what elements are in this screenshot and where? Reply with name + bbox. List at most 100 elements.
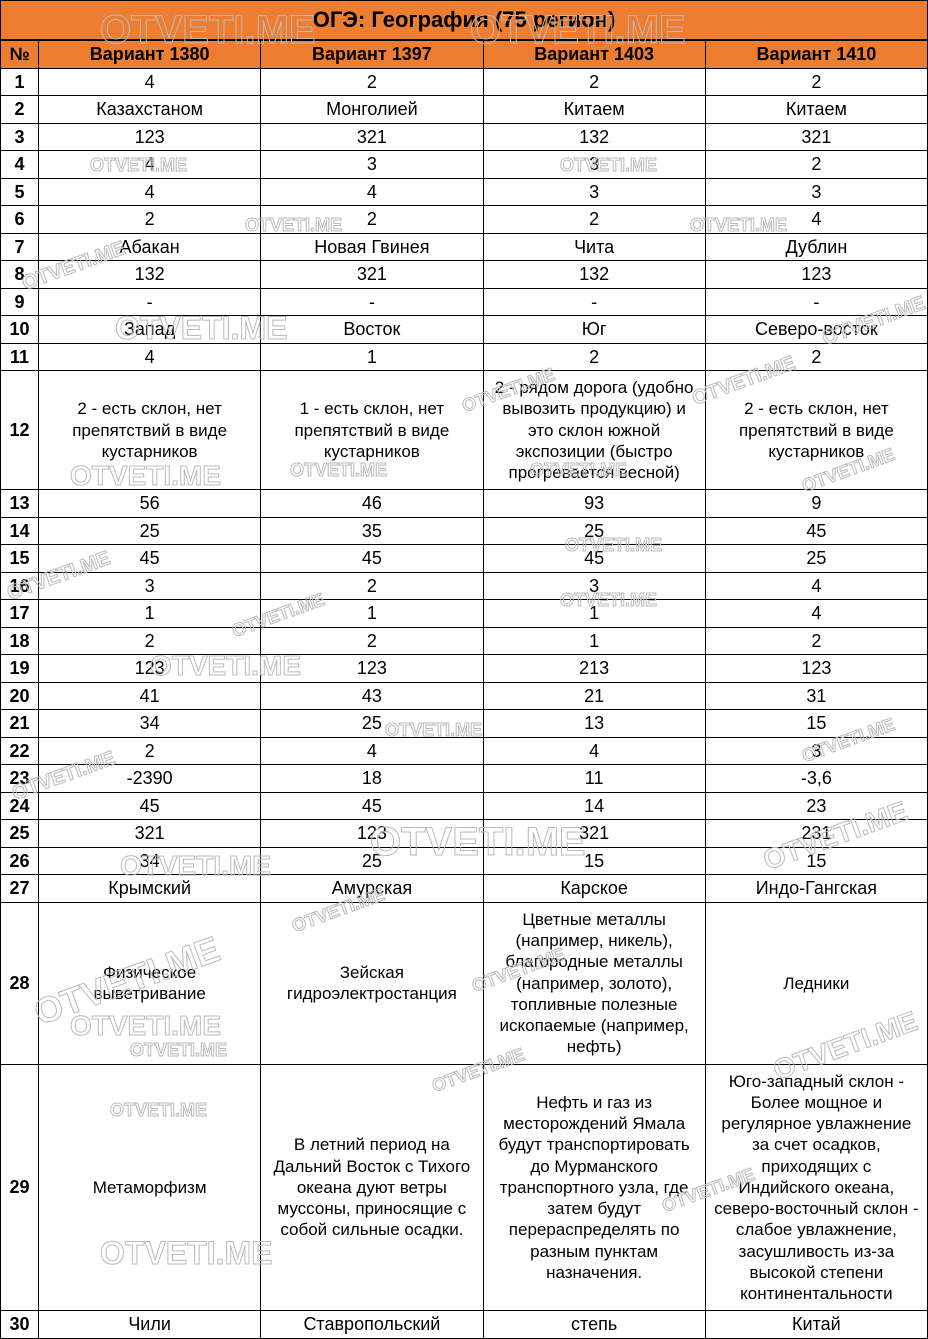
table-cell: 123 <box>705 261 927 289</box>
table-cell: 4 <box>705 600 927 628</box>
table-row: 2445451423 <box>1 792 928 820</box>
row-number: 1 <box>1 68 39 96</box>
table-cell: 3 <box>261 151 483 179</box>
table-cell: Казахстаном <box>39 96 261 124</box>
table-cell: Нефть и газ из месторождений Ямала будут… <box>483 1064 705 1311</box>
table-cell: 3 <box>483 151 705 179</box>
table-cell: 123 <box>261 820 483 848</box>
table-cell: В летний период на Дальний Восток с Тихо… <box>261 1064 483 1311</box>
table-cell: 132 <box>483 123 705 151</box>
row-number: 25 <box>1 820 39 848</box>
table-cell: 2 - есть склон, нет препятствий в виде к… <box>705 371 927 490</box>
table-row: 28Физическое выветриваниеЗейская гидроэл… <box>1 902 928 1064</box>
row-number: 29 <box>1 1064 39 1311</box>
table-row: 2КазахстаномМонголиейКитаемКитаем <box>1 96 928 124</box>
table-cell: 18 <box>261 765 483 793</box>
table-row: 182212 <box>1 627 928 655</box>
table-cell: Китай <box>705 1311 927 1339</box>
table-row: 2634251515 <box>1 847 928 875</box>
table-cell: 132 <box>39 261 261 289</box>
table-cell: Физическое выветривание <box>39 902 261 1064</box>
table-cell: 1 <box>261 600 483 628</box>
row-number: 22 <box>1 737 39 765</box>
table-cell: 2 <box>705 151 927 179</box>
col-header-number: № <box>1 41 39 69</box>
table-cell: 11 <box>483 765 705 793</box>
table-cell: 2 - рядом дорога (удобно вывозить продук… <box>483 371 705 490</box>
table-body: 142222КазахстаномМонголиейКитаемКитаем31… <box>1 68 928 1338</box>
row-number: 12 <box>1 371 39 490</box>
table-cell: 321 <box>705 123 927 151</box>
table-row: 62224 <box>1 206 928 234</box>
row-number: 24 <box>1 792 39 820</box>
table-cell: 123 <box>39 123 261 151</box>
table-cell: 1 <box>261 343 483 371</box>
table-cell: -2390 <box>39 765 261 793</box>
table-row: 222443 <box>1 737 928 765</box>
table-cell: 25 <box>261 710 483 738</box>
table-cell: 34 <box>39 847 261 875</box>
table-cell: 2 <box>483 68 705 96</box>
table-row: 54433 <box>1 178 928 206</box>
table-row: 25321123321231 <box>1 820 928 848</box>
table-row: 12 2 - есть склон, нет препятствий в виде… <box>1 371 928 490</box>
table-cell: 4 <box>39 151 261 179</box>
table-cell: 25 <box>39 517 261 545</box>
table-row: 2134251315 <box>1 710 928 738</box>
table-row: 135646939 <box>1 490 928 518</box>
row-number: 4 <box>1 151 39 179</box>
row-number: 27 <box>1 875 39 903</box>
table-cell: 45 <box>39 792 261 820</box>
table-cell: 2 <box>705 68 927 96</box>
row-number: 23 <box>1 765 39 793</box>
table-cell: 123 <box>705 655 927 683</box>
table-cell: 2 <box>483 343 705 371</box>
table-cell: Китаем <box>705 96 927 124</box>
table-cell: Юг <box>483 316 705 344</box>
table-cell: Цветные металлы (например, никель), благ… <box>483 902 705 1064</box>
table-cell: 2 <box>39 627 261 655</box>
table-cell: -3,6 <box>705 765 927 793</box>
table-row: 29МетаморфизмВ летний период на Дальний … <box>1 1064 928 1311</box>
page-title: ОГЭ: География (75 регион) <box>0 0 928 40</box>
table-cell: 4 <box>39 178 261 206</box>
table-cell: 25 <box>483 517 705 545</box>
table-cell: Дублин <box>705 233 927 261</box>
table-cell: Чили <box>39 1311 261 1339</box>
table-cell: 1 - есть склон, нет препятствий в виде к… <box>261 371 483 490</box>
row-number: 15 <box>1 545 39 573</box>
row-number: 9 <box>1 288 39 316</box>
col-header-3: Вариант 1403 <box>483 41 705 69</box>
row-number: 7 <box>1 233 39 261</box>
table-cell: 2 <box>39 737 261 765</box>
row-number: 3 <box>1 123 39 151</box>
table-cell: Новая Гвинея <box>261 233 483 261</box>
row-number: 21 <box>1 710 39 738</box>
table-cell: Метаморфизм <box>39 1064 261 1311</box>
table-cell: 45 <box>261 545 483 573</box>
table-cell: 213 <box>483 655 705 683</box>
col-header-2: Вариант 1397 <box>261 41 483 69</box>
table-cell: 56 <box>39 490 261 518</box>
table-cell: 132 <box>483 261 705 289</box>
row-number: 30 <box>1 1311 39 1339</box>
header-row: № Вариант 1380 Вариант 1397 Вариант 1403… <box>1 41 928 69</box>
table-row: 7АбаканНовая ГвинеяЧитаДублин <box>1 233 928 261</box>
table-row: 19123123213123 <box>1 655 928 683</box>
table-cell: 41 <box>39 682 261 710</box>
table-cell: 45 <box>483 545 705 573</box>
table-cell: 1 <box>483 627 705 655</box>
answers-table: № Вариант 1380 Вариант 1397 Вариант 1403… <box>0 40 928 1339</box>
table-cell: 25 <box>705 545 927 573</box>
row-number: 28 <box>1 902 39 1064</box>
table-cell: 46 <box>261 490 483 518</box>
table-cell: 21 <box>483 682 705 710</box>
table-row: 3123321132321 <box>1 123 928 151</box>
table-cell: 9 <box>705 490 927 518</box>
row-number: 17 <box>1 600 39 628</box>
table-row: 163234 <box>1 572 928 600</box>
table-cell: 321 <box>483 820 705 848</box>
table-cell: 43 <box>261 682 483 710</box>
row-number: 8 <box>1 261 39 289</box>
row-number: 6 <box>1 206 39 234</box>
